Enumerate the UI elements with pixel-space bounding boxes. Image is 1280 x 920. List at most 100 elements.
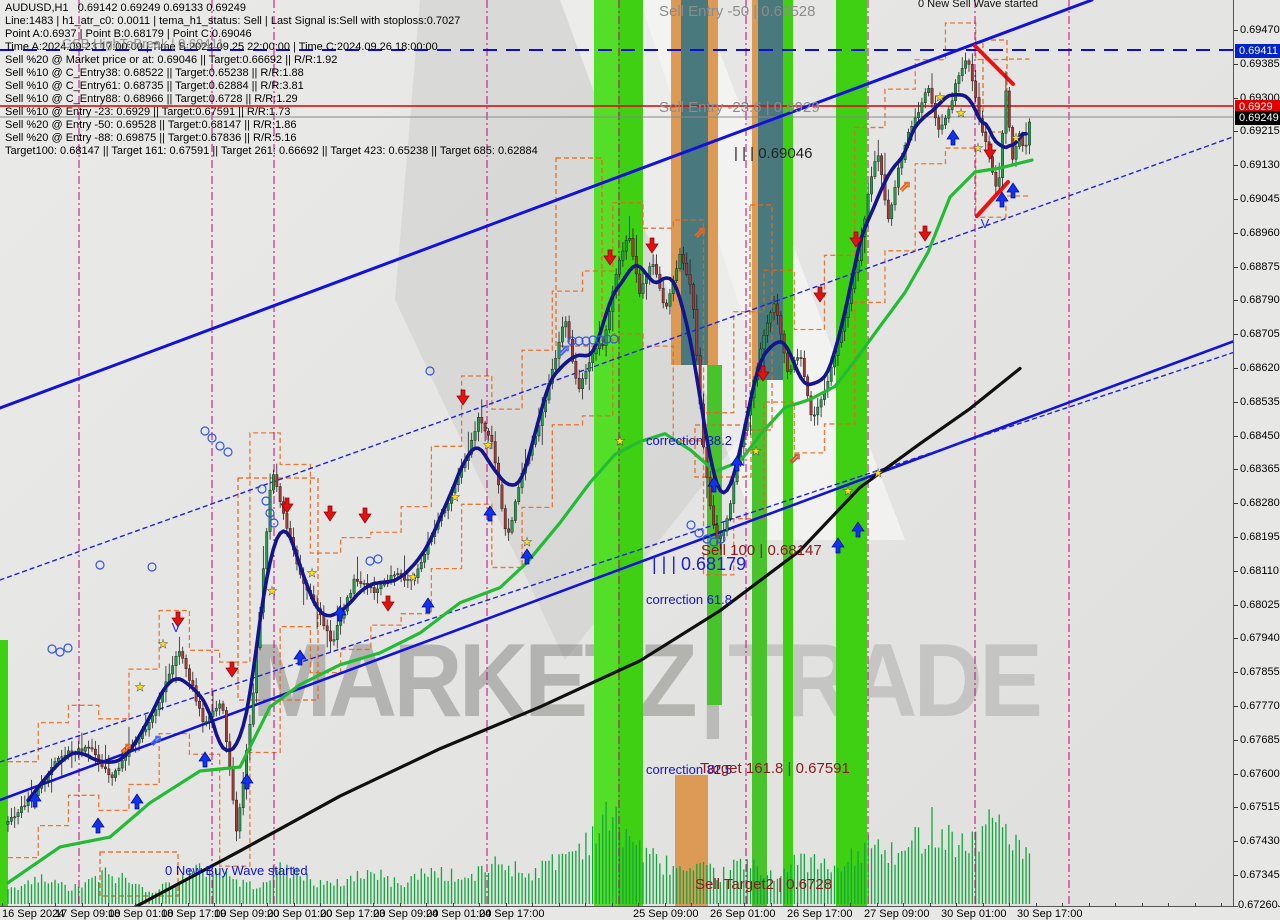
candle-body: [1028, 121, 1031, 146]
trendline[interactable]: [0, 120, 1234, 581]
buy-arrow-icon: [421, 597, 435, 614]
buy-arrow-icon: [130, 793, 144, 810]
time-label: 19 Sep 09:00: [214, 908, 280, 920]
candle-body: [507, 528, 511, 533]
candle-body: [107, 768, 111, 775]
trendline[interactable]: [973, 44, 1015, 86]
candle-body: [211, 710, 215, 717]
candle-body: [487, 430, 490, 436]
time-tick: [240, 903, 242, 907]
fractal-circle-icon: [215, 441, 225, 451]
time-tick: [108, 903, 109, 907]
time-tick: [1009, 903, 1010, 907]
candle-body: [285, 513, 289, 529]
trendline[interactable]: [0, 0, 1094, 410]
time-label: 18 Sep 01:00: [108, 908, 174, 920]
highlight-band: [681, 0, 708, 365]
buy-arrow-icon: [483, 505, 497, 522]
candle-body: [325, 625, 329, 632]
fractal-circle-icon: [574, 336, 584, 346]
time-tick: [876, 903, 878, 907]
candle-body: [188, 668, 191, 681]
candle-body: [114, 770, 117, 778]
time-tick: [1035, 903, 1037, 907]
candle-body: [665, 302, 668, 307]
candle-body: [561, 326, 564, 343]
candle-body: [997, 177, 1001, 187]
sell-arrow-icon: [323, 505, 337, 522]
star-icon: ★: [935, 90, 946, 104]
time-label: 30 Sep 17:00: [1017, 908, 1083, 920]
candle-body: [628, 238, 632, 241]
candle-body: [251, 692, 255, 725]
price-tick: [1234, 841, 1238, 843]
price-tick: [1234, 503, 1238, 505]
info-line: Sell %10 @ Entry -23: 0.6929 || Target:0…: [5, 106, 291, 118]
star-icon: ★: [973, 141, 984, 155]
price-tick: [1234, 773, 1238, 775]
info-line: Sell %10 @ C_Entry88: 0.68966 || Target:…: [5, 93, 298, 105]
time-tick: [267, 903, 268, 907]
candle-body: [776, 303, 779, 316]
highlight-band: [752, 380, 767, 906]
candle-body: [9, 817, 13, 822]
trendline[interactable]: [975, 180, 1010, 218]
candle-body: [631, 238, 635, 257]
time-axis[interactable]: 16 Sep 2024 17 Sep 09:00 18 Sep 01:00 18 Se…: [0, 903, 1280, 920]
time-tick: [532, 903, 533, 907]
price-axis[interactable]: 0.69470 0.69385 0.69300 0.69215 0.69130 0.690…: [1234, 0, 1280, 915]
time-tick: [585, 903, 586, 907]
candle-body: [732, 481, 736, 504]
candle-body: [923, 92, 927, 103]
candle-body: [708, 477, 712, 507]
price-tick: [1234, 63, 1238, 65]
price-tick: [1234, 875, 1238, 876]
sell-arrow-icon: [603, 249, 617, 266]
time-tick: [1221, 903, 1222, 907]
sell-arrow-icon: [358, 507, 372, 524]
candle-body: [120, 760, 124, 769]
star-icon: ★: [843, 484, 854, 498]
price-badge: 0.69411: [1235, 44, 1280, 58]
candle-body: [897, 167, 900, 188]
price-tick: [1234, 334, 1238, 336]
time-label: 25 Sep 09:00: [633, 908, 699, 920]
price-label: 0.69385: [1240, 57, 1280, 70]
price-tick: [1234, 300, 1238, 302]
buy-arrow-icon: [1006, 182, 1020, 199]
hollow-arrow-icon: ⇗: [899, 178, 912, 195]
time-tick: [691, 903, 692, 907]
price-tick: [1234, 672, 1238, 674]
candle-body: [184, 658, 188, 669]
trendline[interactable]: [0, 337, 1234, 763]
fractal-circle-icon: [716, 534, 726, 544]
time-tick: [320, 903, 321, 907]
buy-arrow-icon: [831, 537, 845, 554]
candle-body: [16, 812, 20, 817]
time-tick: [452, 903, 454, 907]
fractal-circle-icon: [47, 644, 57, 654]
info-line: Line:1483 | h1_atr_c0: 0.0011 | tema_h1_…: [5, 15, 461, 27]
info-line: Sell %10 @ C_Entry61: 0.68735 || Target:…: [5, 80, 304, 92]
time-tick: [1168, 903, 1169, 907]
time-tick: [373, 903, 374, 907]
fractal-circle-icon: [595, 335, 605, 345]
chart-area[interactable]: MARKETZ|TRADE ★★★★★★★★★★★★★★★★VV⇗⇗⇗⇗⇗⇗ S…: [0, 0, 1234, 906]
fractal-circle-icon: [63, 643, 73, 653]
candle-body: [695, 309, 699, 356]
highlight-band: [752, 0, 758, 380]
candle-body: [117, 767, 121, 771]
candle-body: [177, 651, 181, 657]
candle-body: [278, 486, 282, 502]
price-label: 0.67685: [1240, 733, 1280, 746]
candle-body: [204, 721, 208, 724]
time-tick: [638, 903, 639, 907]
candle-body: [90, 747, 94, 750]
candle-body: [796, 357, 800, 361]
candles-canvas[interactable]: ★★★★ ★★★★★★★★★★★★VV⇗ ⇗⇗⇗⇗⇗: [0, 0, 1234, 906]
candle-body: [470, 440, 474, 455]
candle-body: [1007, 90, 1011, 128]
candle-body: [856, 260, 860, 273]
candle-body: [413, 577, 416, 580]
star-icon: ★: [158, 637, 169, 651]
